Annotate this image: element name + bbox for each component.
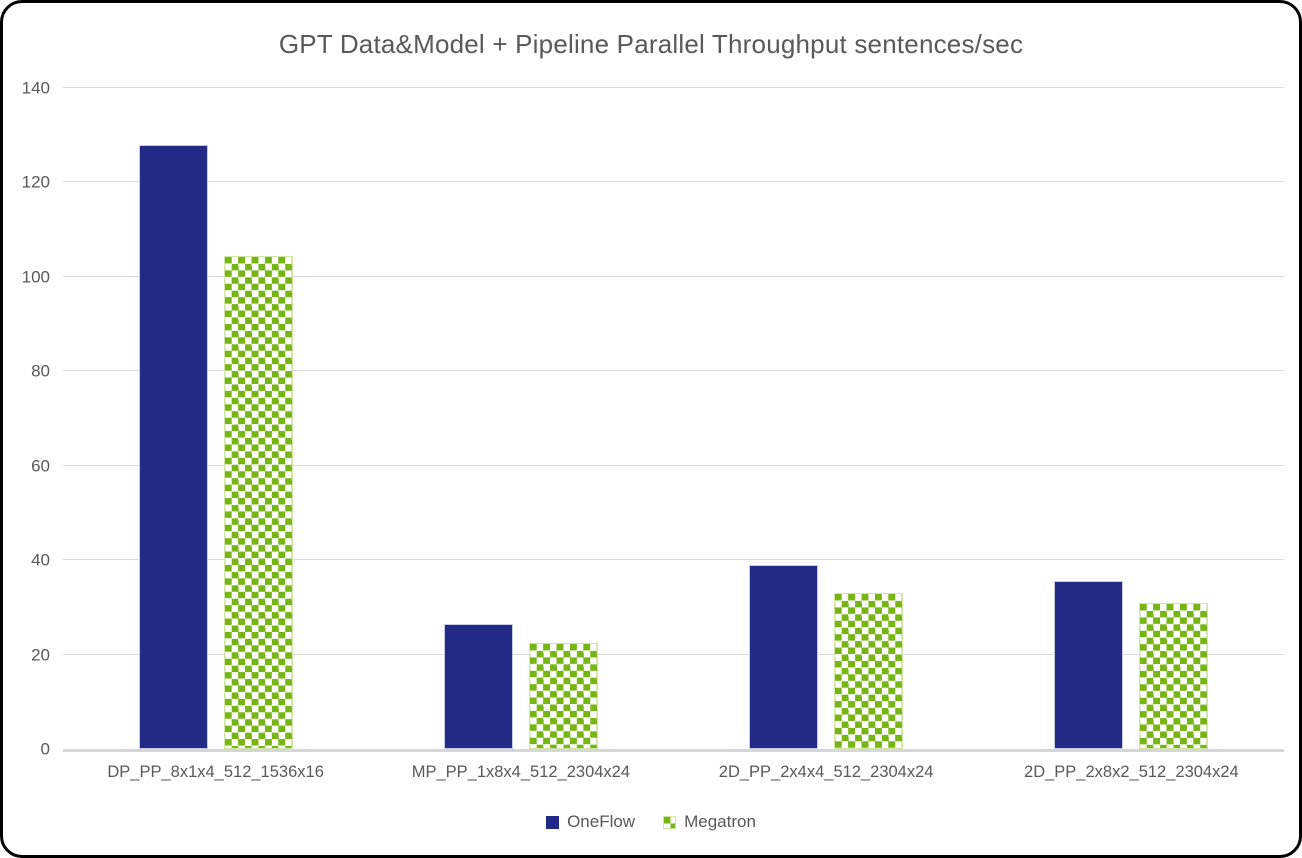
bar-oneflow-1	[138, 144, 208, 749]
y-axis: 0 20 40 60 80 100 120 140	[3, 80, 50, 758]
x-axis-label-1: DP_PP_8x1x4_512_1536x16	[107, 763, 324, 781]
legend: OneFlow Megatron	[3, 809, 1299, 835]
x-axis: DP_PP_8x1x4_512_1536x16 MP_PP_1x8x4_512_2…	[63, 763, 1284, 782]
bar-megatron-2	[528, 642, 598, 749]
bar-groups	[63, 88, 1284, 749]
y-tick-label-0: 0	[40, 739, 50, 759]
bar-megatron-4	[1139, 602, 1209, 749]
legend-label-oneflow: OneFlow	[567, 812, 636, 831]
bar-group-2	[368, 88, 673, 749]
bar-group-3	[674, 88, 979, 749]
y-tick-label-120: 120	[21, 172, 50, 192]
plot-area	[63, 87, 1284, 752]
bar-oneflow-4	[1054, 581, 1124, 749]
y-tick-label-140: 140	[21, 78, 50, 98]
y-tick-label-60: 60	[31, 456, 50, 476]
bar-group-1	[63, 88, 368, 749]
gridline-100	[63, 275, 1284, 277]
legend-label-megatron: Megatron	[684, 812, 756, 831]
bar-oneflow-2	[443, 623, 513, 749]
bar-megatron-1	[223, 255, 293, 749]
x-axis-label-4: 2D_PP_2x8x2_512_2304x24	[1024, 763, 1239, 781]
legend-swatch-oneflow	[546, 815, 560, 829]
legend-item-oneflow: OneFlow	[546, 812, 635, 832]
gridline-120	[63, 181, 1284, 183]
bar-oneflow-3	[749, 564, 819, 749]
y-tick-label-80: 80	[31, 361, 50, 381]
legend-item-megatron: Megatron	[663, 812, 756, 832]
gridline-140	[63, 87, 1284, 88]
chart-title: GPT Data&Model + Pipeline Parallel Throu…	[278, 29, 1024, 59]
y-tick-label-20: 20	[31, 645, 50, 665]
bar-group-4	[979, 88, 1284, 749]
gridline-20	[63, 653, 1284, 655]
y-tick-label-40: 40	[31, 550, 50, 570]
x-axis-label-2: MP_PP_1x8x4_512_2304x24	[411, 763, 631, 781]
legend-swatch-megatron	[663, 815, 677, 829]
y-tick-label-100: 100	[21, 267, 50, 287]
bar-megatron-3	[834, 593, 904, 749]
gridline-80	[63, 370, 1284, 372]
gridline-60	[63, 464, 1284, 466]
gridline-40	[63, 559, 1284, 561]
x-axis-label-3: 2D_PP_2x4x4_512_2304x24	[718, 763, 934, 781]
